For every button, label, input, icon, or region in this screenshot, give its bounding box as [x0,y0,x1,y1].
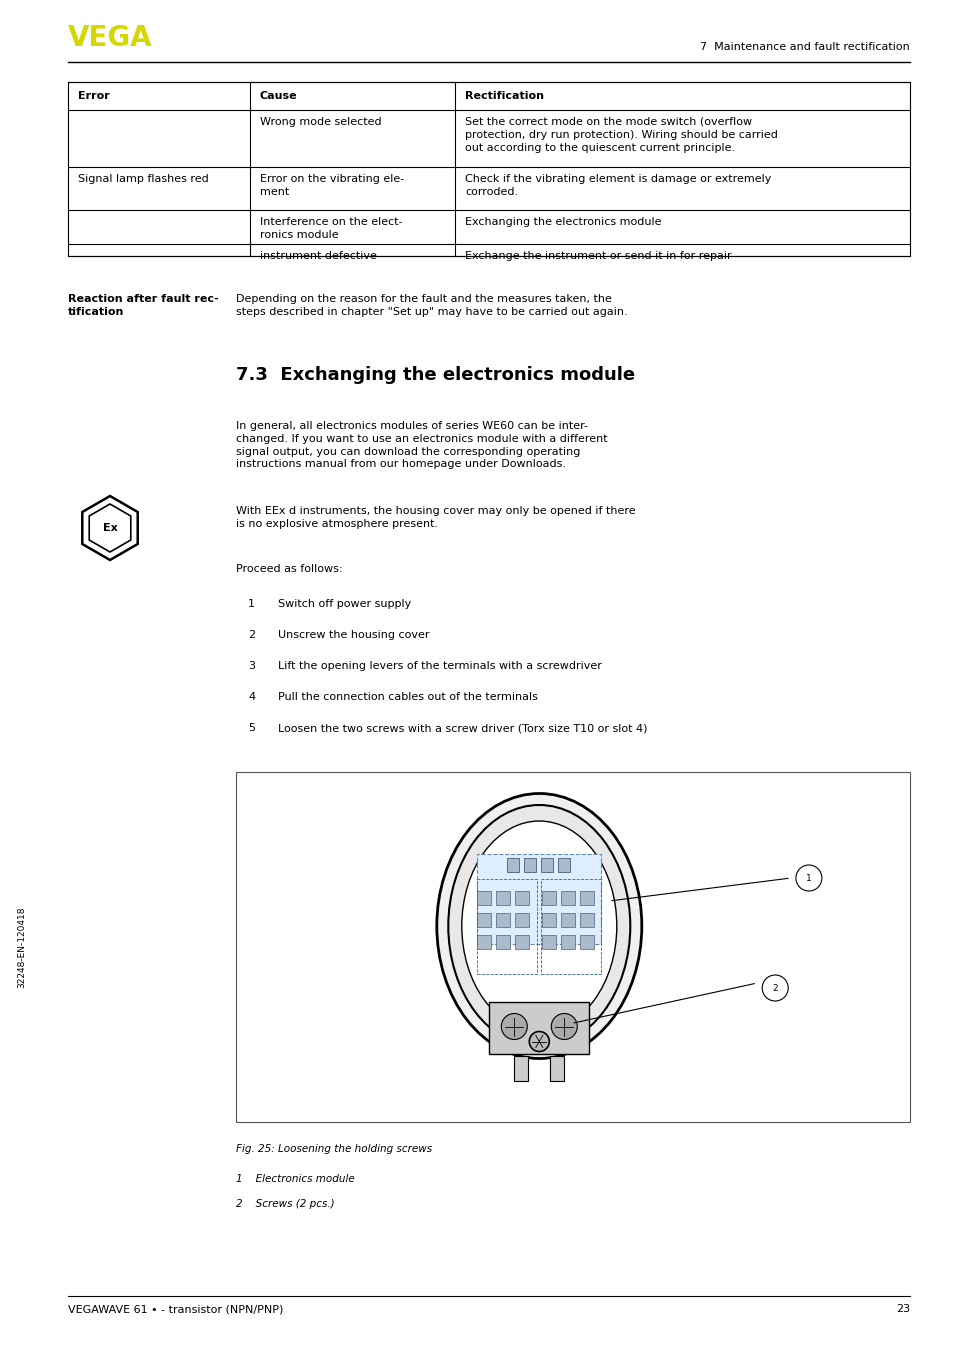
Bar [476,936,491,949]
Bar [579,913,594,927]
Ellipse shape [461,821,617,1030]
Text: 2    Screws (2 pcs.): 2 Screws (2 pcs.) [235,1200,335,1209]
Text: Set the correct mode on the mode switch (overflow
protection, dry run protection: Set the correct mode on the mode switch … [464,116,777,153]
Bar [524,858,536,872]
Ellipse shape [436,793,641,1059]
Circle shape [551,1014,577,1040]
Bar [540,858,553,872]
Text: 2: 2 [772,983,778,992]
Bar [476,854,600,944]
Text: Interference on the elect-
ronics module: Interference on the elect- ronics module [260,217,402,240]
Circle shape [795,865,821,891]
Bar [515,913,529,927]
Text: Cause: Cause [260,91,297,102]
Text: Pull the connection cables out of the terminals: Pull the connection cables out of the te… [277,692,537,701]
Text: Exchanging the electronics module: Exchanging the electronics module [464,217,660,227]
Bar [514,1056,528,1080]
Bar [579,891,594,904]
Circle shape [529,1032,549,1052]
Text: 1: 1 [248,598,254,609]
Text: 2: 2 [248,630,254,640]
Text: Error on the vibrating ele-
ment: Error on the vibrating ele- ment [260,175,404,196]
Text: Proceed as follows:: Proceed as follows: [235,565,342,574]
Bar [496,913,510,927]
Text: Lift the opening levers of the terminals with a screwdriver: Lift the opening levers of the terminals… [277,661,601,672]
Bar [515,891,529,904]
Bar [507,858,518,872]
Text: 3: 3 [248,661,254,672]
Text: VEGAWAVE 61 • - transistor (NPN/PNP): VEGAWAVE 61 • - transistor (NPN/PNP) [68,1304,283,1313]
Bar [489,1002,589,1053]
Text: 7  Maintenance and fault rectification: 7 Maintenance and fault rectification [700,42,909,51]
Bar [541,936,556,949]
Bar [476,913,491,927]
Text: Unscrew the housing cover: Unscrew the housing cover [277,630,429,640]
Circle shape [761,975,787,1001]
Text: Check if the vibrating element is damage or extremely
corroded.: Check if the vibrating element is damage… [464,175,771,196]
Bar [560,891,575,904]
Text: Reaction after fault rec-
tification: Reaction after fault rec- tification [68,294,218,317]
Text: Exchange the instrument or send it in for repair: Exchange the instrument or send it in fo… [464,250,731,261]
Bar [540,879,600,974]
Text: VEGA: VEGA [68,24,152,51]
Bar [496,891,510,904]
Text: 5: 5 [248,723,254,733]
Text: 1    Electronics module: 1 Electronics module [235,1174,355,1183]
Polygon shape [82,496,137,561]
Text: Rectification: Rectification [464,91,543,102]
Bar [560,913,575,927]
Bar [550,1056,564,1080]
Bar [558,858,570,872]
Text: Loosen the two screws with a screw driver (Torx size T10 or slot 4): Loosen the two screws with a screw drive… [277,723,647,733]
Text: 32248-EN-120418: 32248-EN-120418 [17,906,27,988]
Bar [476,879,537,974]
Text: Switch off power supply: Switch off power supply [277,598,411,609]
Text: With EEx d instruments, the housing cover may only be opened if there
is no expl: With EEx d instruments, the housing cove… [235,506,635,529]
Text: Error: Error [78,91,110,102]
Text: 23: 23 [895,1304,909,1313]
Text: 1: 1 [805,873,811,883]
Text: Wrong mode selected: Wrong mode selected [260,116,381,127]
Text: instrument defective: instrument defective [260,250,376,261]
Bar [579,936,594,949]
Text: Signal lamp flashes red: Signal lamp flashes red [78,175,209,184]
Bar [496,936,510,949]
Bar [68,83,909,256]
Ellipse shape [448,806,630,1047]
Text: In general, all electronics modules of series WE60 can be inter-
changed. If you: In general, all electronics modules of s… [235,421,607,470]
Circle shape [500,1014,527,1040]
Bar [235,772,909,1122]
Polygon shape [90,504,131,552]
Bar [541,891,556,904]
Text: 4: 4 [248,692,254,701]
Bar [541,913,556,927]
Text: Fig. 25: Loosening the holding screws: Fig. 25: Loosening the holding screws [235,1144,432,1154]
Bar [515,936,529,949]
Text: Depending on the reason for the fault and the measures taken, the
steps describe: Depending on the reason for the fault an… [235,294,627,317]
Text: Ex: Ex [103,523,117,533]
Bar [476,891,491,904]
Text: 7.3  Exchanging the electronics module: 7.3 Exchanging the electronics module [235,366,635,385]
Bar [560,936,575,949]
